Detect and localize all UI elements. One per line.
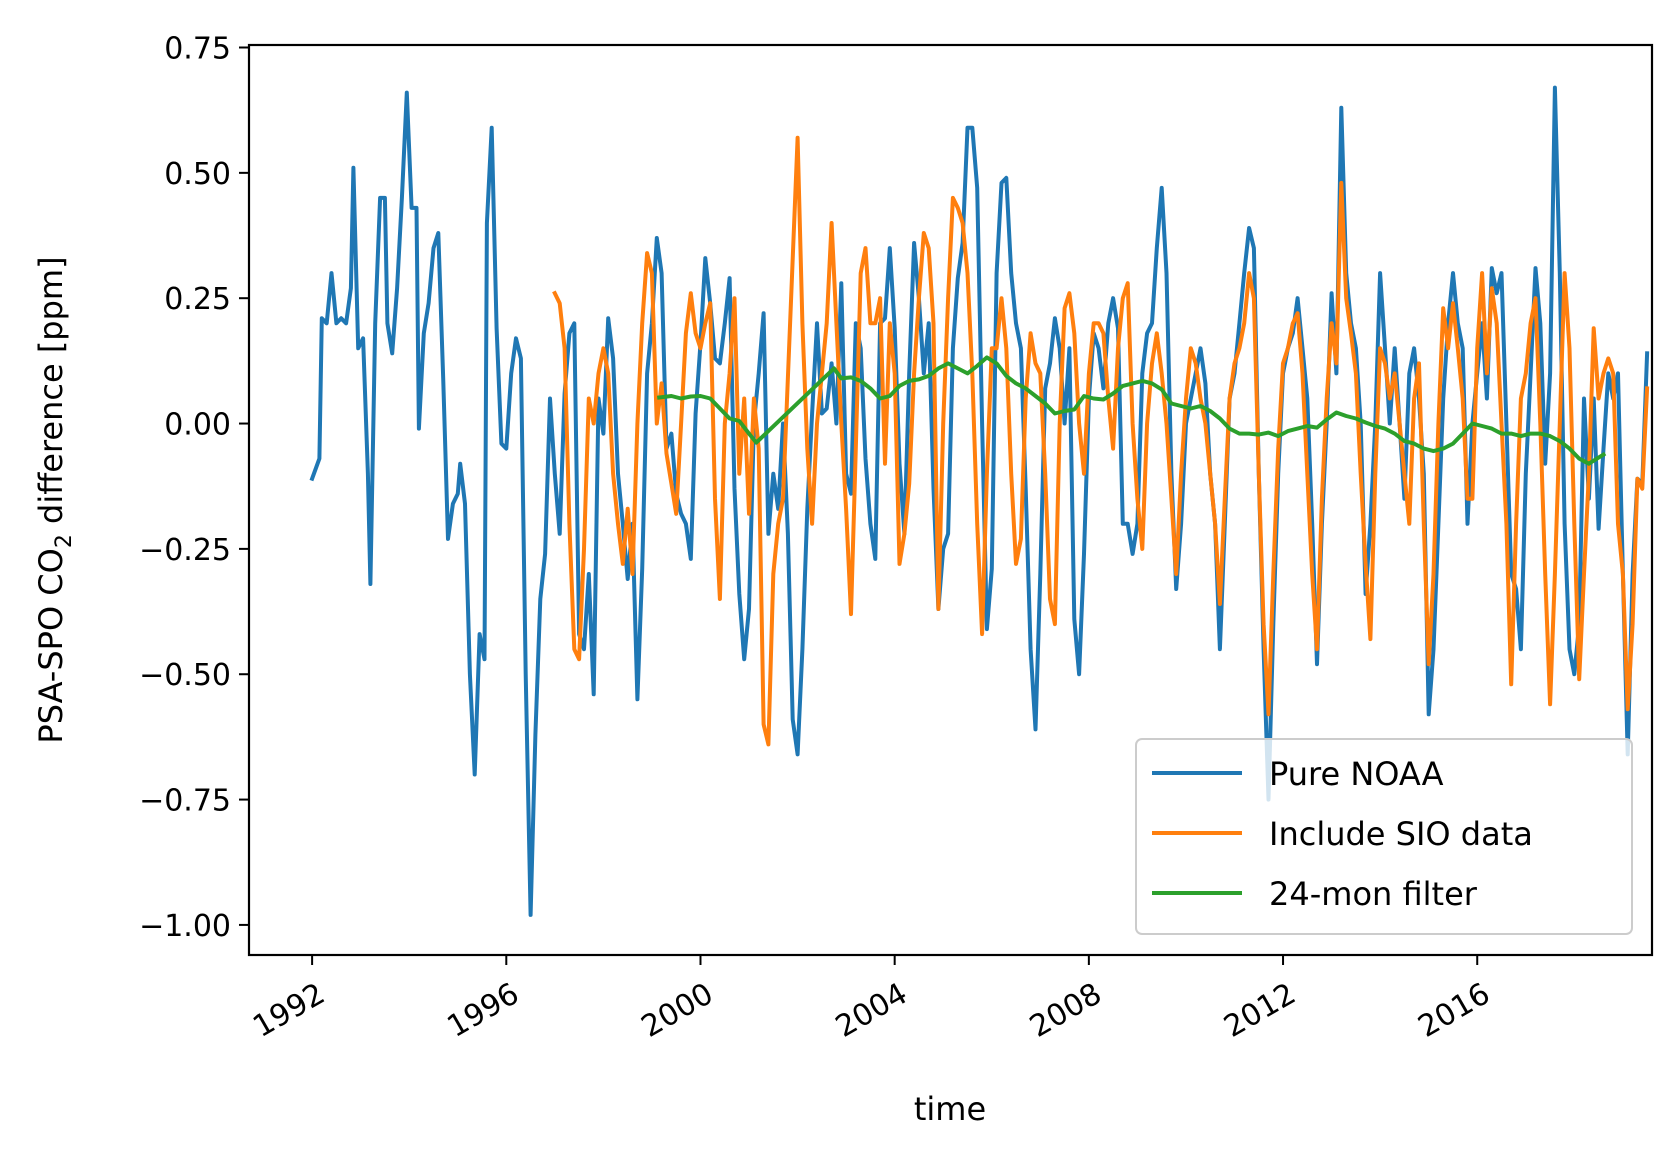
y-axis: 0.75 0.50 0.25 0.00 −0.25 −0.50 −0.75 −1.00 <box>139 32 249 944</box>
y-tick-label: 0.00 <box>164 408 231 443</box>
y-tick-label: 0.75 <box>164 32 231 67</box>
legend-box <box>1135 738 1633 935</box>
series-line-24-mon-filter <box>656 355 1607 466</box>
series-layer <box>309 85 1650 917</box>
legend-label-include-sio: Include SIO data <box>1269 815 1533 853</box>
y-axis-label-suffix: difference [ppm] <box>32 256 70 534</box>
legend-label-24-mon-filter: 24-mon filter <box>1269 875 1478 913</box>
y-tick-label: −1.00 <box>139 909 231 944</box>
y-axis-label-subscript: 2 <box>52 534 77 548</box>
x-axis-label: time <box>914 1090 986 1128</box>
y-tick-label: −0.50 <box>139 658 231 693</box>
y-tick-label: 0.50 <box>164 157 231 192</box>
y-tick-label: −0.25 <box>139 533 231 568</box>
y-axis-label-main: PSA-SPO CO <box>32 548 70 743</box>
series-line-include-sio-data <box>552 135 1650 747</box>
y-tick-label: 0.25 <box>164 282 231 317</box>
legend-label-pure-noaa: Pure NOAA <box>1269 755 1444 793</box>
plot-frame <box>247 43 1654 957</box>
legend: Pure NOAA Include SIO data 24-mon filter <box>1135 738 1633 935</box>
y-axis-label: PSA-SPO CO2 difference [ppm] <box>32 256 77 743</box>
y-tick-label: −0.75 <box>139 784 231 819</box>
